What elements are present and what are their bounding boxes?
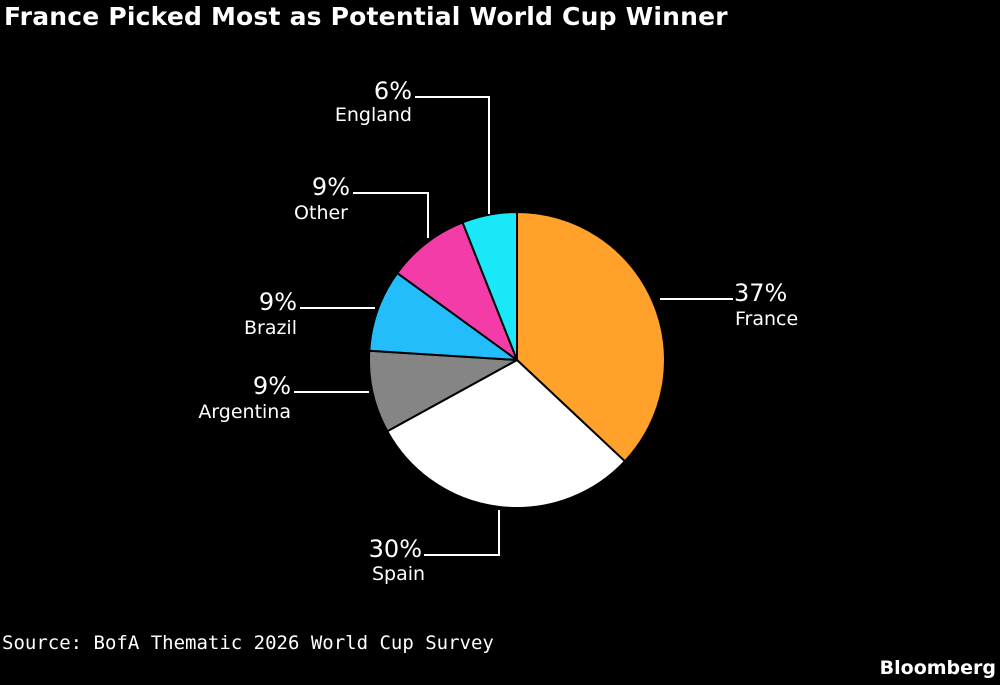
leader-line-spain: [424, 510, 500, 556]
pie-slices: [367, 211, 666, 509]
slice-percent-brazil: 9%: [259, 288, 297, 316]
leader-line-england: [415, 96, 490, 214]
pie-slice-england: [461, 211, 518, 361]
slice-percent-other: 9%: [312, 173, 350, 201]
slice-percent-spain: 30%: [369, 535, 422, 563]
slice-percent-england: 6%: [374, 77, 412, 105]
chart-title: France Picked Most as Potential World Cu…: [4, 2, 728, 31]
slice-label-spain: Spain: [372, 563, 425, 585]
pie-slice-spain: [386, 359, 626, 509]
leader-line-other: [353, 192, 429, 238]
pie-slice-brazil: [368, 272, 518, 361]
slice-label-france: France: [735, 308, 798, 330]
slice-label-other: Other: [294, 202, 348, 224]
slice-percent-france: 37%: [734, 279, 787, 307]
slice-label-brazil: Brazil: [244, 317, 297, 339]
source-note: Source: BofA Thematic 2026 World Cup Sur…: [2, 632, 494, 654]
slice-label-england: England: [335, 104, 412, 126]
pie-slice-france: [516, 211, 666, 463]
slice-labels: 37%France30%Spain9%Argentina9%Brazil9%Ot…: [198, 77, 798, 585]
bloomberg-logo: Bloomberg: [879, 657, 996, 679]
leader-lines: [294, 96, 733, 556]
pie-slice-other: [396, 221, 518, 361]
slice-label-argentina: Argentina: [198, 401, 291, 423]
pie-slice-argentina: [367, 349, 518, 433]
slice-percent-argentina: 9%: [253, 372, 291, 400]
